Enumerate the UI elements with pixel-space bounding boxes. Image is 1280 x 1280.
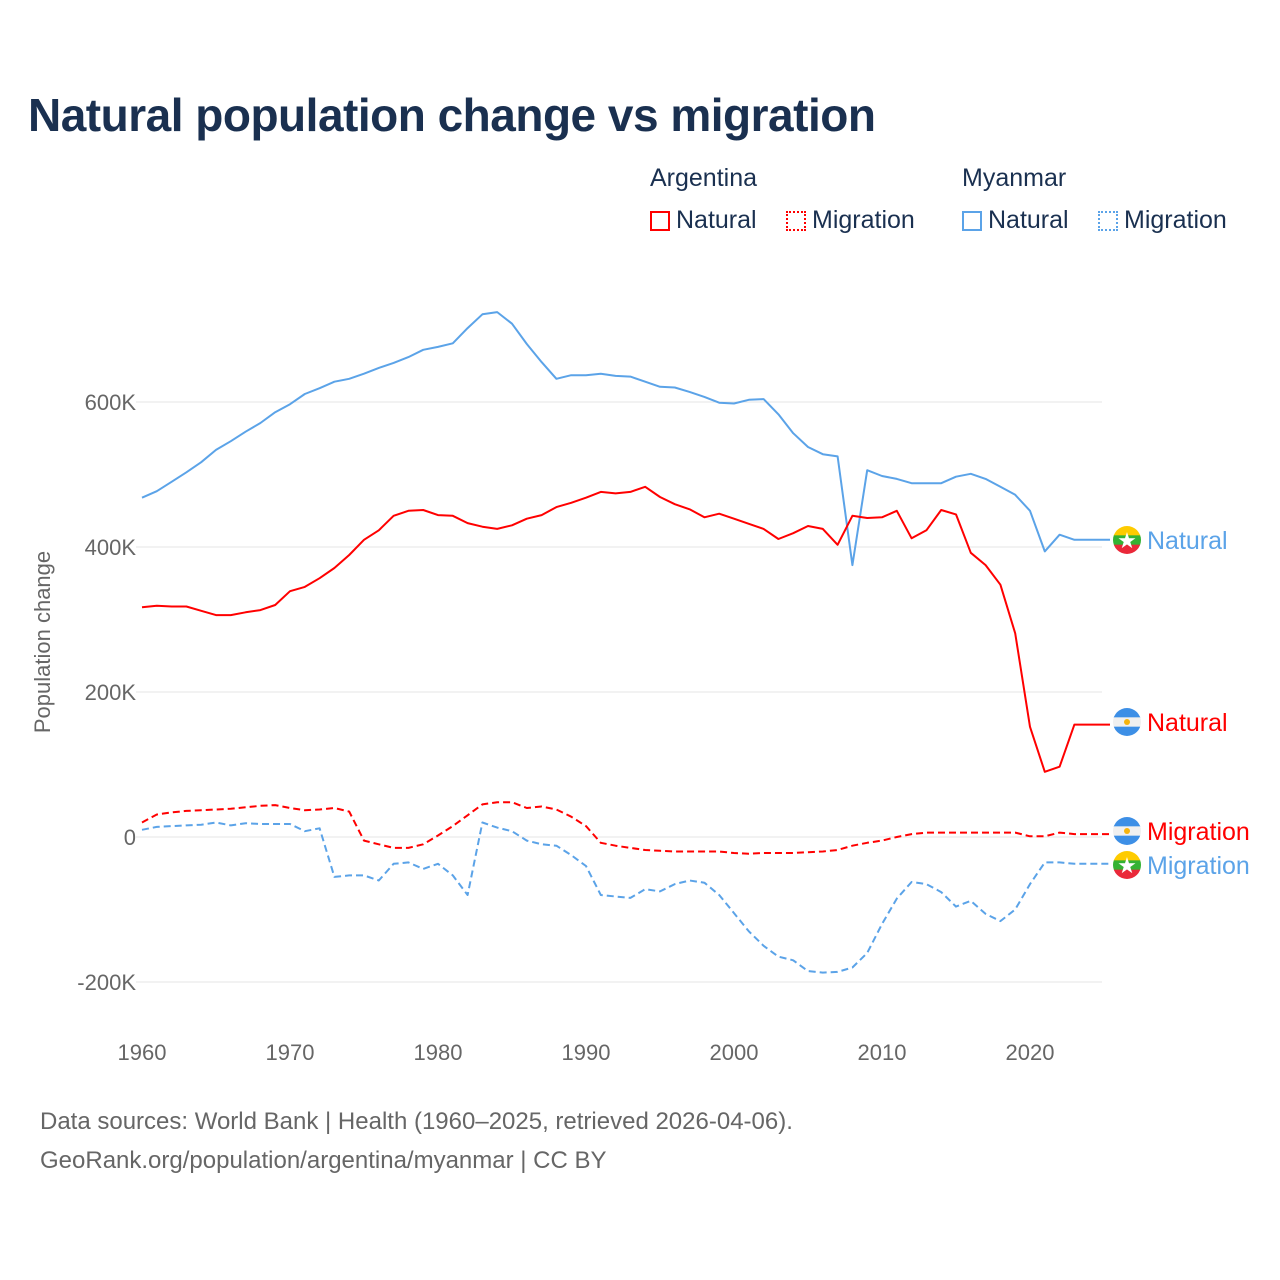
argentina-flag-icon bbox=[1113, 817, 1141, 845]
end-label-myanmar-natural: Natural bbox=[1147, 527, 1228, 555]
argentina-flag-icon bbox=[1113, 708, 1141, 736]
x-tick-label: 2000 bbox=[710, 1040, 759, 1065]
legend-myanmar-natural[interactable]: Natural bbox=[962, 206, 1069, 235]
myanmar-flag-icon: ★ bbox=[1113, 851, 1141, 879]
series-line-argentina-natural bbox=[141, 485, 1110, 773]
series-line-argentina-migration bbox=[141, 801, 1110, 855]
legend-group-myanmar: Myanmar bbox=[962, 164, 1067, 192]
svg-text:★: ★ bbox=[1117, 528, 1137, 553]
legend-myanmar-migration[interactable]: Migration bbox=[1098, 206, 1227, 235]
dotted-swatch-icon bbox=[1098, 210, 1118, 231]
x-tick-label: 1990 bbox=[562, 1040, 611, 1065]
x-tick-label: 1980 bbox=[414, 1040, 463, 1065]
y-tick-label: 200K bbox=[85, 680, 137, 705]
svg-text:★: ★ bbox=[1117, 853, 1137, 878]
y-tick-label: 400K bbox=[85, 535, 137, 560]
legend-label: Migration bbox=[812, 206, 915, 234]
dotted-swatch-icon bbox=[786, 210, 806, 231]
footer-sources: Data sources: World Bank | Health (1960–… bbox=[40, 1108, 793, 1135]
x-tick-label: 2020 bbox=[1006, 1040, 1055, 1065]
x-tick-label: 1960 bbox=[118, 1040, 167, 1065]
legend-argentina-natural[interactable]: Natural bbox=[650, 206, 757, 235]
legend-label: Migration bbox=[1124, 206, 1227, 234]
series-line-myanmar-natural bbox=[141, 311, 1110, 567]
series-line-myanmar-migration bbox=[141, 821, 1110, 974]
legend-argentina-migration[interactable]: Migration bbox=[786, 206, 915, 235]
end-label-argentina-migration: Migration bbox=[1147, 818, 1250, 846]
y-axis-label: Population change bbox=[30, 551, 55, 733]
end-label-argentina-natural: Natural bbox=[1147, 709, 1228, 737]
solid-swatch-icon bbox=[650, 210, 670, 231]
y-tick-label: 0 bbox=[124, 825, 136, 850]
x-tick-label: 1970 bbox=[266, 1040, 315, 1065]
x-tick-label: 2010 bbox=[858, 1040, 907, 1065]
y-tick-label: -200K bbox=[77, 970, 136, 995]
legend-group-argentina: Argentina bbox=[650, 164, 758, 192]
footer-credit: GeoRank.org/population/argentina/myanmar… bbox=[40, 1147, 607, 1174]
legend-label: Natural bbox=[988, 206, 1069, 234]
solid-swatch-icon bbox=[962, 210, 982, 231]
chart-title: Natural population change vs migration bbox=[28, 89, 876, 141]
myanmar-flag-icon: ★ bbox=[1113, 526, 1141, 554]
y-tick-label: 600K bbox=[85, 390, 137, 415]
legend-label: Natural bbox=[676, 206, 757, 234]
end-label-myanmar-migration: Migration bbox=[1147, 852, 1250, 880]
